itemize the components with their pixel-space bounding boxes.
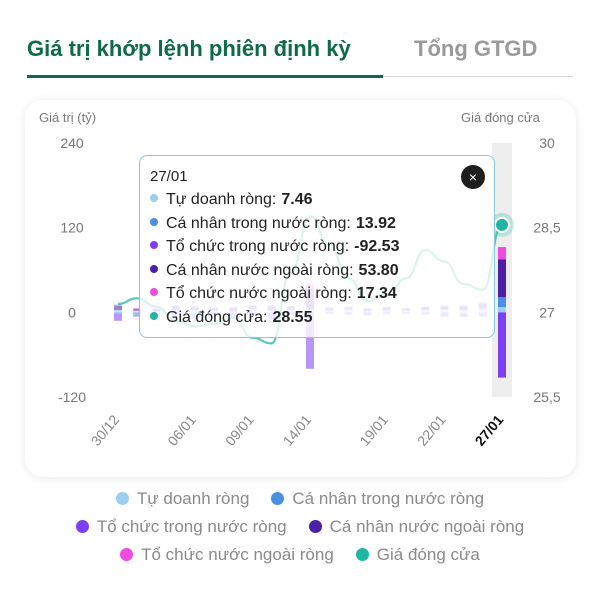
- bar-segment: [498, 259, 506, 298]
- series-dot-icon: [150, 241, 158, 249]
- legend-label: Cá nhân trong nước ròng: [292, 489, 485, 508]
- legend-dot-icon: [115, 492, 129, 505]
- tooltip-value: 17.34: [356, 285, 397, 302]
- bar-segment: [114, 313, 122, 321]
- x-tick-label: 09/01: [222, 411, 257, 448]
- legend-item[interactable]: Tổ chức trong nước ròng: [75, 517, 287, 537]
- legend-row: Tổ chức nước ngoài ròng Giá đóng cửa: [0, 545, 600, 565]
- tooltip-row: Tự doanh ròng: 7.46: [150, 191, 312, 209]
- y2-tick-label: 27: [539, 304, 555, 320]
- legend-label: Giá đóng cửa: [376, 545, 480, 564]
- tooltip: 27/01 × Tự doanh ròng: 7.46 Cá nhân trong …: [139, 155, 495, 338]
- bar-segment: [133, 308, 142, 309]
- legend-item[interactable]: Tổ chức nước ngoài ròng: [120, 545, 334, 565]
- tooltip-label: Tổ chức trong nước ròng:: [166, 238, 350, 255]
- bar-segment: [133, 312, 142, 316]
- y-tick-label: -120: [58, 389, 86, 405]
- bar-segment: [114, 304, 122, 306]
- legend-dot-icon: [271, 492, 285, 505]
- tooltip-value: 13.92: [355, 214, 396, 232]
- x-tick-label: 30/12: [88, 411, 123, 448]
- tooltip-label: Cá nhân trong nước ròng:: [166, 214, 351, 232]
- left-axis-title: Giá trị (tỷ): [39, 110, 97, 125]
- tooltip-row: Cá nhân nước ngoài ròng: 53.80: [150, 262, 399, 280]
- legend-dot-icon: [308, 520, 322, 533]
- tooltip-label: Tổ chức nước ngoài ròng:: [166, 285, 352, 302]
- series-dot-icon: [150, 217, 158, 226]
- tooltip-date: 27/01: [150, 168, 188, 185]
- x-tick-label: 06/01: [164, 411, 199, 448]
- tab-bar: Giá trị khớp lệnh phiên định kỳ Tổng GTG…: [0, 0, 600, 80]
- legend-label: Tổ chức trong nước ròng: [96, 517, 287, 536]
- legend-item[interactable]: Cá nhân nước ngoài ròng: [308, 517, 525, 537]
- tooltip-value: -92.53: [354, 238, 400, 255]
- series-dot-icon: [150, 194, 158, 202]
- bar-segment: [133, 310, 142, 313]
- series-dot-icon: [150, 264, 158, 273]
- legend-dot-icon: [120, 548, 134, 561]
- bar-segment: [133, 308, 142, 311]
- tooltip-label: Tự doanh ròng:: [166, 191, 277, 208]
- close-icon[interactable]: ×: [461, 165, 485, 189]
- right-axis-title: Giá đóng cửa: [461, 110, 540, 125]
- bar-segment: [114, 312, 122, 314]
- tooltip-label: Cá nhân nước ngoài ròng:: [166, 261, 354, 279]
- x-tick-label: 22/01: [414, 411, 449, 448]
- legend-row: Tự doanh ròng Cá nhân trong nước ròng: [0, 489, 600, 509]
- y2-tick-label: 25,5: [533, 389, 560, 405]
- tooltip-label: Giá đóng cửa:: [166, 308, 268, 326]
- legend-dot-icon: [355, 548, 369, 561]
- bar-segment: [498, 307, 506, 313]
- y2-tick-label: 30: [539, 135, 555, 151]
- series-dot-icon: [150, 288, 158, 296]
- bar-segment: [114, 310, 122, 313]
- tab-divider: [383, 76, 573, 77]
- legend-item[interactable]: Cá nhân trong nước ròng: [271, 489, 484, 509]
- x-tick-label: 19/01: [356, 411, 391, 448]
- close-price-point: [494, 216, 510, 233]
- bar-segment: [498, 297, 506, 308]
- legend-label: Tổ chức nước ngoài ròng: [141, 545, 334, 564]
- tooltip-value: 53.80: [358, 261, 399, 279]
- tooltip-value: 7.46: [281, 191, 313, 208]
- tooltip-row: Tổ chức nước ngoài ròng: 17.34: [150, 285, 397, 303]
- series-dot-icon: [150, 311, 158, 320]
- tab-matched-value[interactable]: Giá trị khớp lệnh phiên định kỳ: [27, 36, 351, 61]
- legend-item[interactable]: Giá đóng cửa: [355, 545, 480, 565]
- y-tick-label: 240: [60, 135, 84, 151]
- bar-segment: [133, 315, 142, 317]
- bar-segment: [114, 305, 122, 311]
- tab-total-value[interactable]: Tổng GTGD: [414, 36, 538, 61]
- bar-segment: [498, 312, 506, 378]
- x-tick-label: 27/01: [472, 411, 507, 448]
- legend-dot-icon: [75, 520, 89, 533]
- bar-segment: [306, 320, 314, 369]
- tooltip-row: Giá đóng cửa: 28.55: [150, 309, 312, 327]
- y2-tick-label: 28,5: [533, 220, 560, 236]
- legend-label: Cá nhân nước ngoài ròng: [329, 517, 525, 536]
- tooltip-row: Tổ chức trong nước ròng: -92.53: [150, 238, 399, 256]
- legend-row: Tổ chức trong nước ròng Cá nhân nước ngoà…: [0, 517, 600, 537]
- bar-segment: [498, 247, 506, 260]
- tooltip-row: Cá nhân trong nước ròng: 13.92: [150, 215, 396, 233]
- y-tick-label: 0: [68, 304, 76, 320]
- active-tab-indicator: [27, 75, 383, 78]
- tooltip-value: 28.55: [272, 308, 313, 326]
- legend-item[interactable]: Tự doanh ròng: [115, 489, 250, 509]
- x-tick-label: 14/01: [280, 411, 315, 448]
- y-tick-label: 120: [60, 220, 84, 236]
- legend-label: Tự doanh ròng: [136, 489, 250, 508]
